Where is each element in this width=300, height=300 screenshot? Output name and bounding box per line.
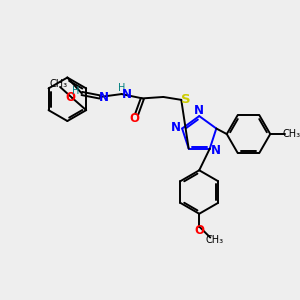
Text: O: O [194, 224, 204, 237]
Text: H: H [72, 86, 79, 96]
Text: CH₃: CH₃ [282, 129, 300, 139]
Text: H: H [118, 83, 125, 93]
Text: N: N [211, 143, 220, 157]
Text: N: N [171, 121, 181, 134]
Text: O: O [129, 112, 139, 125]
Text: N: N [122, 88, 132, 100]
Text: N: N [194, 104, 204, 117]
Text: CH₃: CH₃ [205, 236, 224, 245]
Text: CH₃: CH₃ [50, 79, 68, 89]
Text: N: N [99, 91, 109, 104]
Text: O: O [66, 91, 76, 104]
Text: S: S [181, 93, 190, 106]
